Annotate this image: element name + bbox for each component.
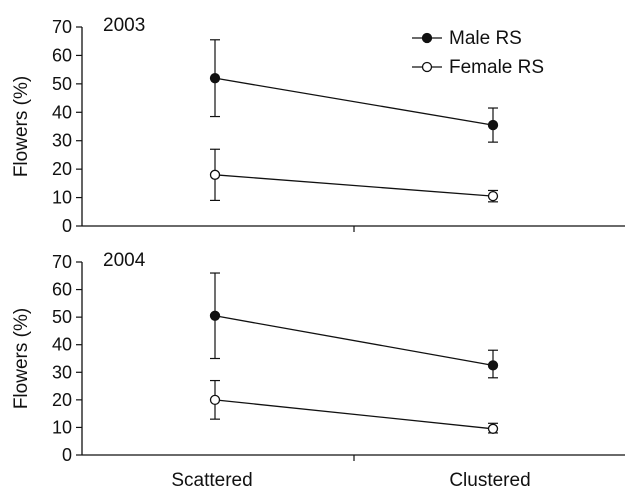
data-point-female [209,394,221,406]
y-tick-label: 40 [52,102,72,122]
panel-2004: 0 10 20 30 40 50 60 70 Flowers (%) 2004 Scattered C… [11,250,625,491]
legend-marker-female [421,61,433,73]
y-tick-label: 50 [52,74,72,94]
legend-label-female: Female RS [449,57,544,78]
y-axis-title: Flowers (%) [11,76,32,177]
y-tick-label: 60 [52,45,72,65]
panel-2003: 0 10 20 30 40 50 60 70 Flowers (%) 2003 Male RS Fem… [11,15,625,236]
y-tick-label: 10 [52,188,72,208]
data-point-female [487,423,499,434]
y-tick-label: 0 [62,216,72,236]
y-tick-label: 20 [52,159,72,179]
category-label-clustered: Clustered [449,470,530,491]
y-tick-label: 60 [52,280,72,300]
y-tick-label: 70 [52,252,72,272]
y-tick-label: 50 [52,307,72,327]
y-axis-title: Flowers (%) [11,308,32,409]
y-tick-label: 30 [52,362,72,382]
data-point-male [487,360,499,371]
series-line-male [214,315,494,367]
legend-marker-male [421,32,433,44]
series-line-female [214,399,494,430]
data-point-female [487,190,499,202]
panel-label: 2003 [103,15,145,36]
category-label-scattered: Scattered [171,470,252,491]
series-line-female [214,174,494,197]
y-tick-label: 20 [52,390,72,410]
y-tick-label: 10 [52,417,72,437]
data-point-male [209,73,221,84]
y-tick-label: 0 [62,445,72,465]
legend-label-male: Male RS [449,28,522,49]
data-point-female [209,169,221,180]
data-point-male [487,119,499,131]
panel-label: 2004 [103,250,146,271]
y-tick-label: 40 [52,335,72,355]
y-tick-label: 30 [52,131,72,151]
series-line-male [214,77,494,126]
y-tick-label: 70 [52,17,72,37]
data-point-male [209,310,221,321]
